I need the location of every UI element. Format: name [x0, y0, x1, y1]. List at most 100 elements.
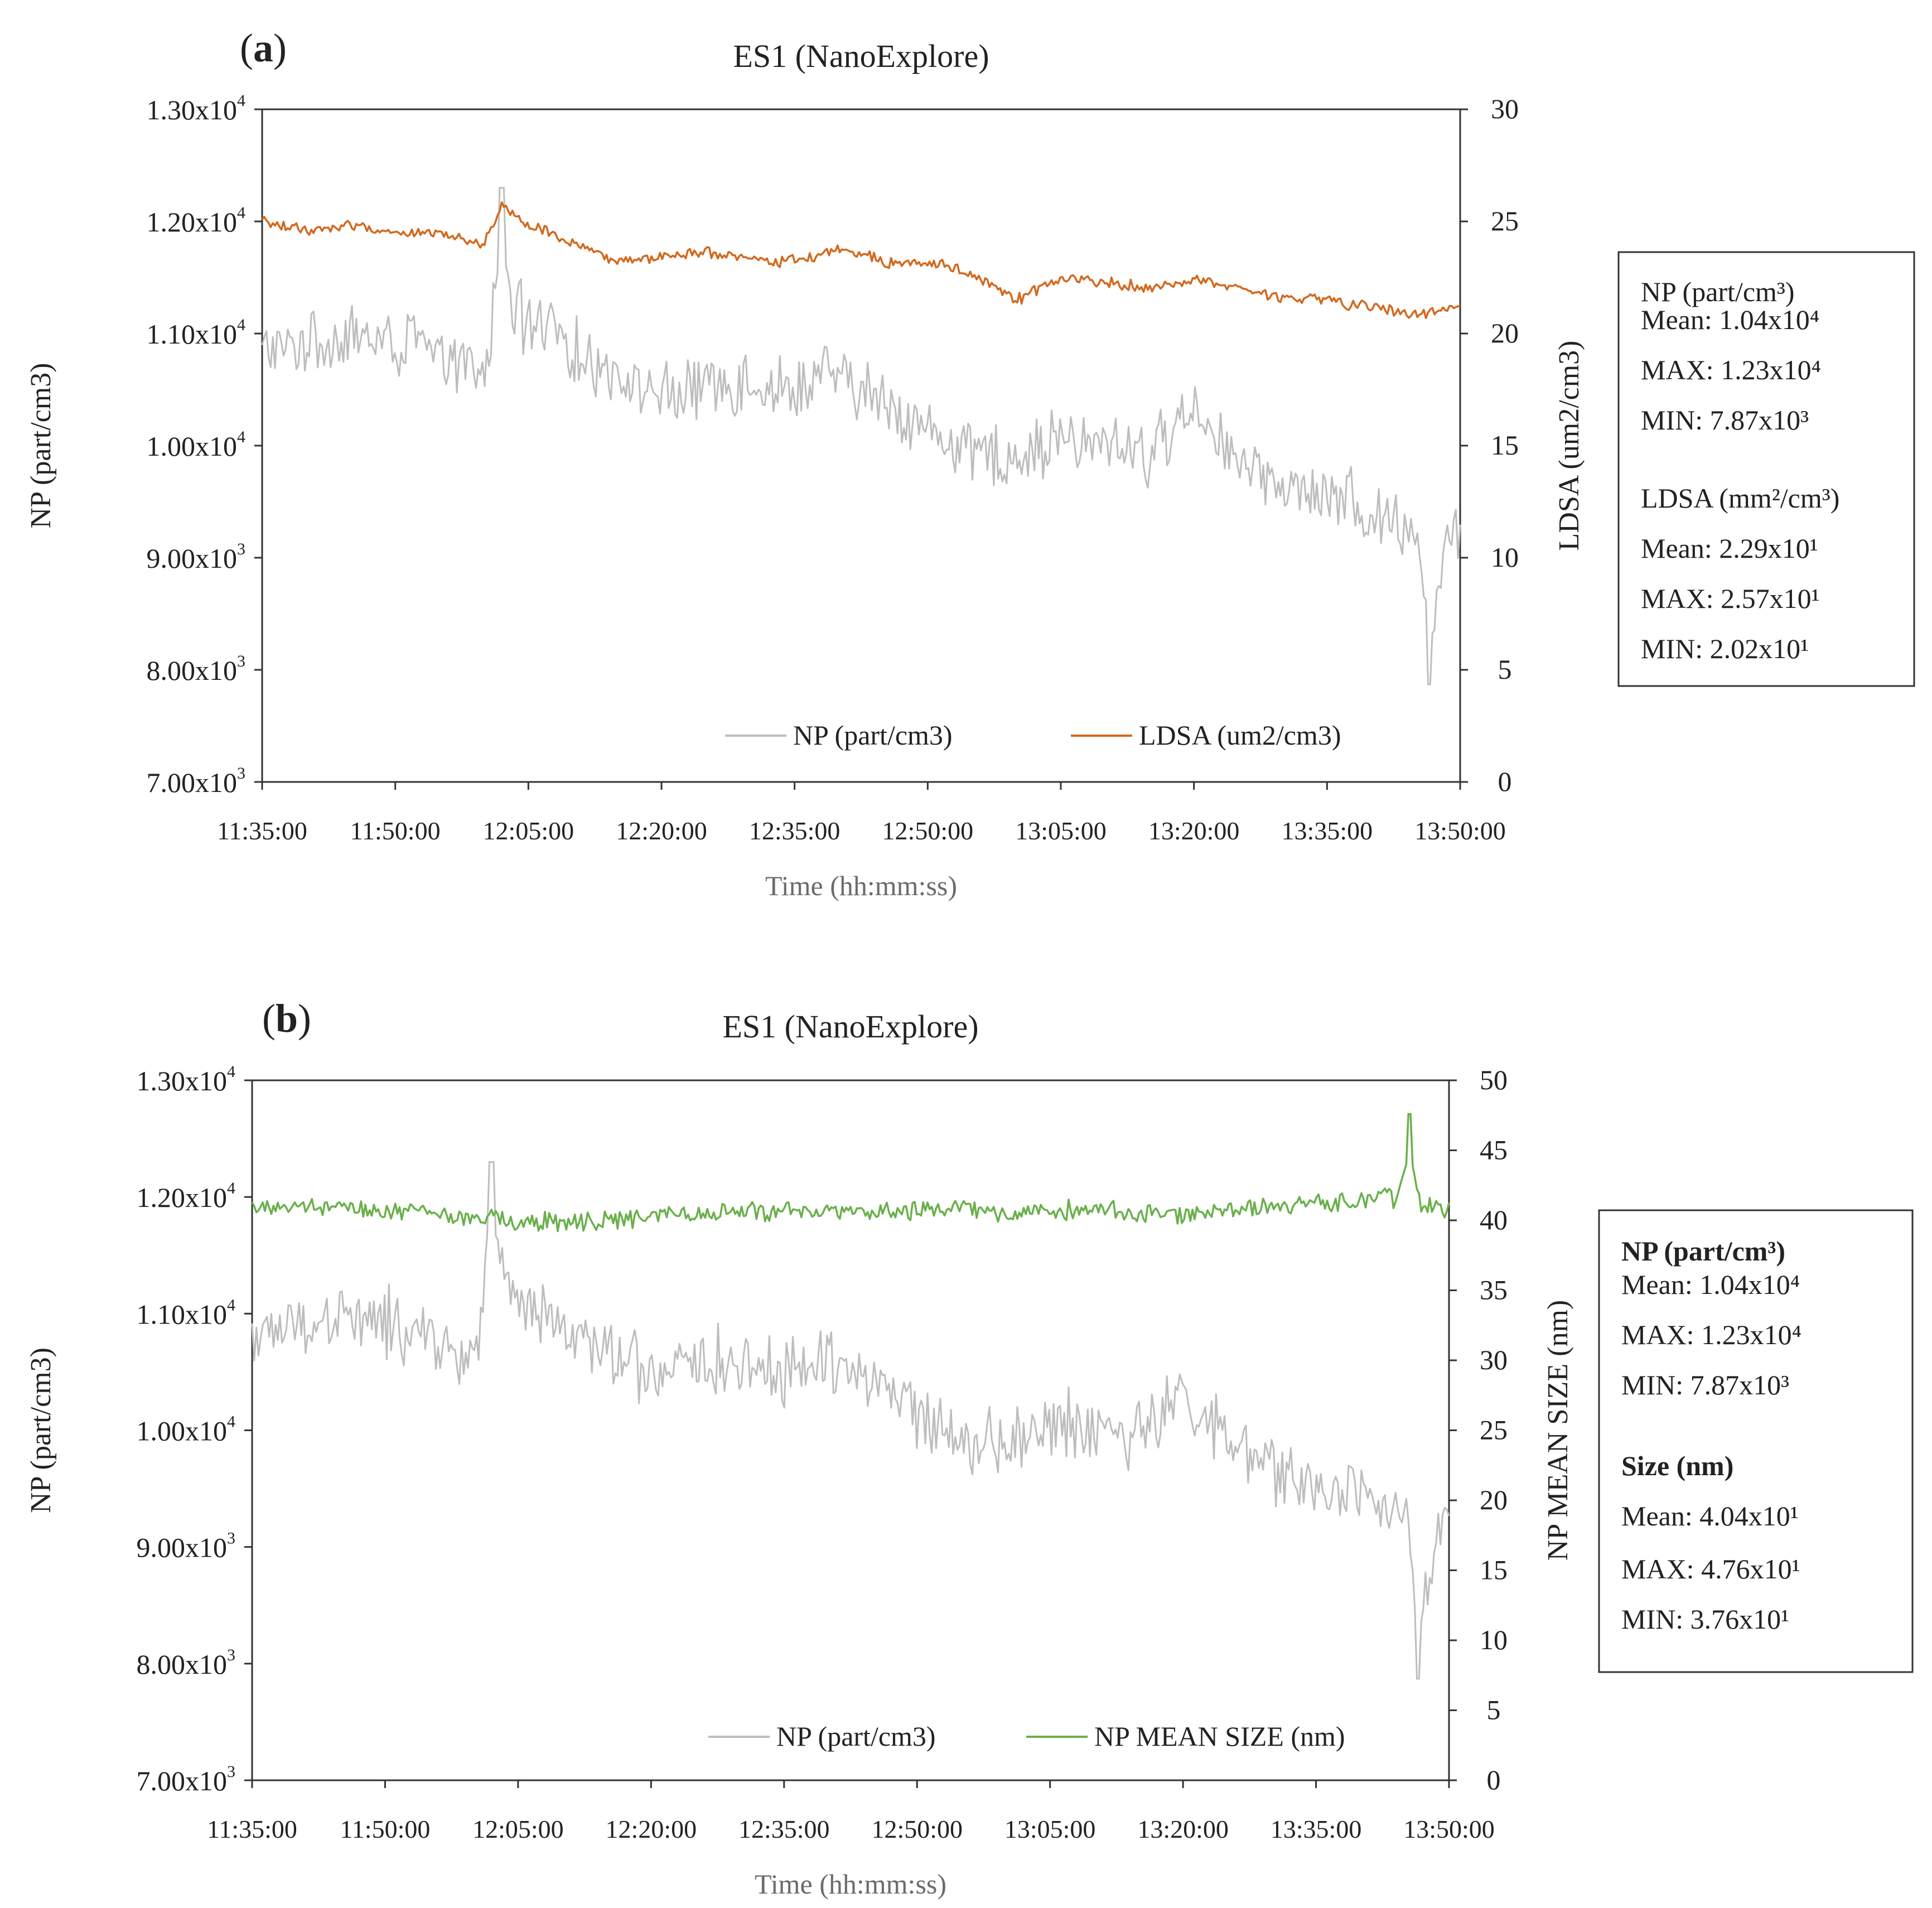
y-tick-exponent: 3: [227, 1762, 235, 1781]
y-tick-label: 7.00x103: [137, 1762, 236, 1796]
x-tick-label: 13:20:00: [1148, 817, 1240, 845]
y2-tick-label: 45: [1480, 1134, 1508, 1166]
y-tick-label: 8.00x103: [147, 652, 246, 686]
y-tick-label: 1.30x104: [147, 91, 246, 125]
y-tick-mantissa: 1.00x10: [137, 1416, 228, 1447]
y2-tick-label: 15: [1491, 429, 1519, 461]
y2-tick-label: 25: [1480, 1414, 1508, 1446]
y2-axis-label: LDSA (um2/cm3): [1553, 341, 1585, 551]
stats-second-mean: Mean: 2.29x10¹: [1641, 533, 1818, 564]
x-tick-label: 11:50:00: [340, 1815, 431, 1843]
y-tick-label: 1.10x104: [147, 316, 246, 350]
x-tick-label: 13:35:00: [1282, 817, 1373, 845]
stats-box: NP (part/cm³)Mean: 1.04x10⁴ MAX: 1.23x10⁴…: [1598, 1209, 1914, 1673]
panel-label-open-paren: (: [262, 996, 276, 1041]
x-tick-label: 12:50:00: [871, 1815, 963, 1843]
x-tick-label: 11:35:00: [217, 817, 307, 845]
y-tick-label: 1.10x104: [137, 1296, 236, 1330]
y-tick-mantissa: 8.00x10: [147, 655, 238, 686]
panel-label: (b): [262, 996, 311, 1041]
x-tick-label: 12:20:00: [606, 1815, 697, 1843]
x-tick-label: 13:05:00: [1015, 817, 1107, 845]
y-tick-label: 1.30x104: [137, 1062, 236, 1097]
y2-tick-label: 30: [1491, 93, 1519, 124]
y2-tick-label: 50: [1480, 1064, 1508, 1095]
y-tick-label: 1.00x104: [137, 1413, 236, 1447]
x-tick-label: 12:50:00: [882, 817, 974, 845]
y-tick-mantissa: 9.00x10: [137, 1532, 228, 1563]
x-tick-label: 12:20:00: [616, 817, 707, 845]
y2-tick-label: 0: [1498, 766, 1512, 797]
y-tick-label: 1.20x104: [147, 204, 246, 238]
y2-tick-label: 10: [1491, 542, 1519, 573]
y-tick-mantissa: 8.00x10: [137, 1649, 228, 1680]
y-tick-mantissa: 1.30x10: [137, 1065, 228, 1097]
stats-box-border: [1617, 251, 1915, 687]
y-tick-label: 9.00x103: [147, 540, 246, 574]
y-tick-exponent: 3: [227, 1646, 235, 1664]
y-tick-mantissa: 7.00x10: [147, 767, 238, 798]
y2-tick-label: 15: [1480, 1554, 1508, 1586]
y-tick-label: 1.00x104: [147, 428, 246, 462]
y-tick-label: 7.00x103: [147, 764, 246, 798]
y2-tick-label: 5: [1487, 1694, 1501, 1726]
stats-np-max: MAX: 1.23x10⁴: [1621, 1319, 1801, 1350]
legend-entry: NP (part/cm3): [793, 719, 953, 751]
stats-np-min: MIN: 7.87x10³: [1641, 404, 1809, 436]
stats-box: NP (part/cm³)Mean: 1.04x10⁴ MAX: 1.23x10⁴…: [1617, 251, 1915, 687]
stats-second-max: MAX: 2.57x10¹: [1641, 583, 1820, 614]
y-tick-exponent: 4: [227, 1296, 235, 1314]
stats-second-mean: Mean: 4.04x10¹: [1621, 1500, 1799, 1532]
y-tick-mantissa: 1.30x10: [147, 94, 238, 125]
y-tick-mantissa: 1.00x10: [147, 431, 238, 462]
y2-tick-label: 10: [1480, 1624, 1508, 1655]
stats-box-border: [1598, 1209, 1914, 1673]
chart-panel-a: (a) ES1 (NanoExplore)1.30x1041.20x1041.10…: [25, 26, 1915, 901]
stats-second-heading: Size (nm): [1621, 1450, 1733, 1481]
x-tick-label: 12:35:00: [749, 817, 841, 845]
chart-title: ES1 (NanoExplore): [733, 38, 989, 74]
panel-label-open-paren: (: [240, 26, 253, 70]
stats-second-min: MIN: 2.02x10¹: [1641, 633, 1809, 664]
series-line: [251, 1113, 1450, 1233]
y-tick-mantissa: 1.10x10: [137, 1298, 228, 1330]
legend-entry: LDSA (um2/cm3): [1139, 719, 1341, 751]
x-tick-label: 13:20:00: [1137, 1815, 1229, 1843]
y-tick-mantissa: 1.10x10: [147, 318, 238, 350]
y-tick-exponent: 4: [237, 428, 245, 446]
x-axis-label: Time (hh:mm:ss): [755, 1868, 946, 1900]
x-tick-label: 11:35:00: [207, 1815, 297, 1843]
panel-label-close-paren: ): [273, 26, 287, 70]
stats-np-mean: Mean: 1.04x10⁴: [1621, 1269, 1800, 1300]
y-tick-exponent: 4: [237, 204, 245, 222]
chart-panel-b: (b) ES1 (NanoExplore)1.30x1041.20x1041.10…: [25, 996, 1914, 1900]
x-tick-label: 11:50:00: [350, 817, 441, 845]
y2-tick-label: 0: [1487, 1764, 1501, 1795]
panel-label-letter: b: [276, 996, 298, 1041]
chart-title: ES1 (NanoExplore): [722, 1008, 978, 1045]
legend-entry: NP (part/cm3): [776, 1721, 936, 1752]
stats-np-max: MAX: 1.23x10⁴: [1641, 354, 1821, 385]
y-axis-label: NP (part/cm3): [25, 1347, 57, 1513]
y-tick-label: 1.20x104: [137, 1179, 236, 1213]
y-tick-exponent: 4: [227, 1413, 235, 1431]
y-tick-exponent: 3: [227, 1529, 235, 1548]
y-tick-mantissa: 1.20x10: [137, 1182, 228, 1213]
y-axis-label: NP (part/cm3): [25, 363, 57, 529]
y-tick-mantissa: 1.20x10: [147, 206, 238, 238]
y-tick-exponent: 4: [227, 1179, 235, 1197]
x-axis-label: Time (hh:mm:ss): [765, 870, 957, 901]
y-tick-exponent: 3: [237, 764, 245, 782]
x-tick-label: 13:50:00: [1414, 817, 1506, 845]
y2-axis-label: NP MEAN SIZE (nm): [1542, 1300, 1574, 1561]
x-tick-label: 13:50:00: [1403, 1815, 1495, 1843]
series-line: [261, 201, 1461, 320]
x-tick-label: 13:35:00: [1271, 1815, 1362, 1843]
y-tick-exponent: 4: [237, 91, 245, 110]
x-tick-label: 12:05:00: [483, 817, 574, 845]
panel-label: (a): [240, 26, 287, 70]
series-line: [251, 1161, 1450, 1680]
y-tick-label: 8.00x103: [137, 1646, 236, 1680]
panel-label-letter: a: [253, 26, 273, 70]
